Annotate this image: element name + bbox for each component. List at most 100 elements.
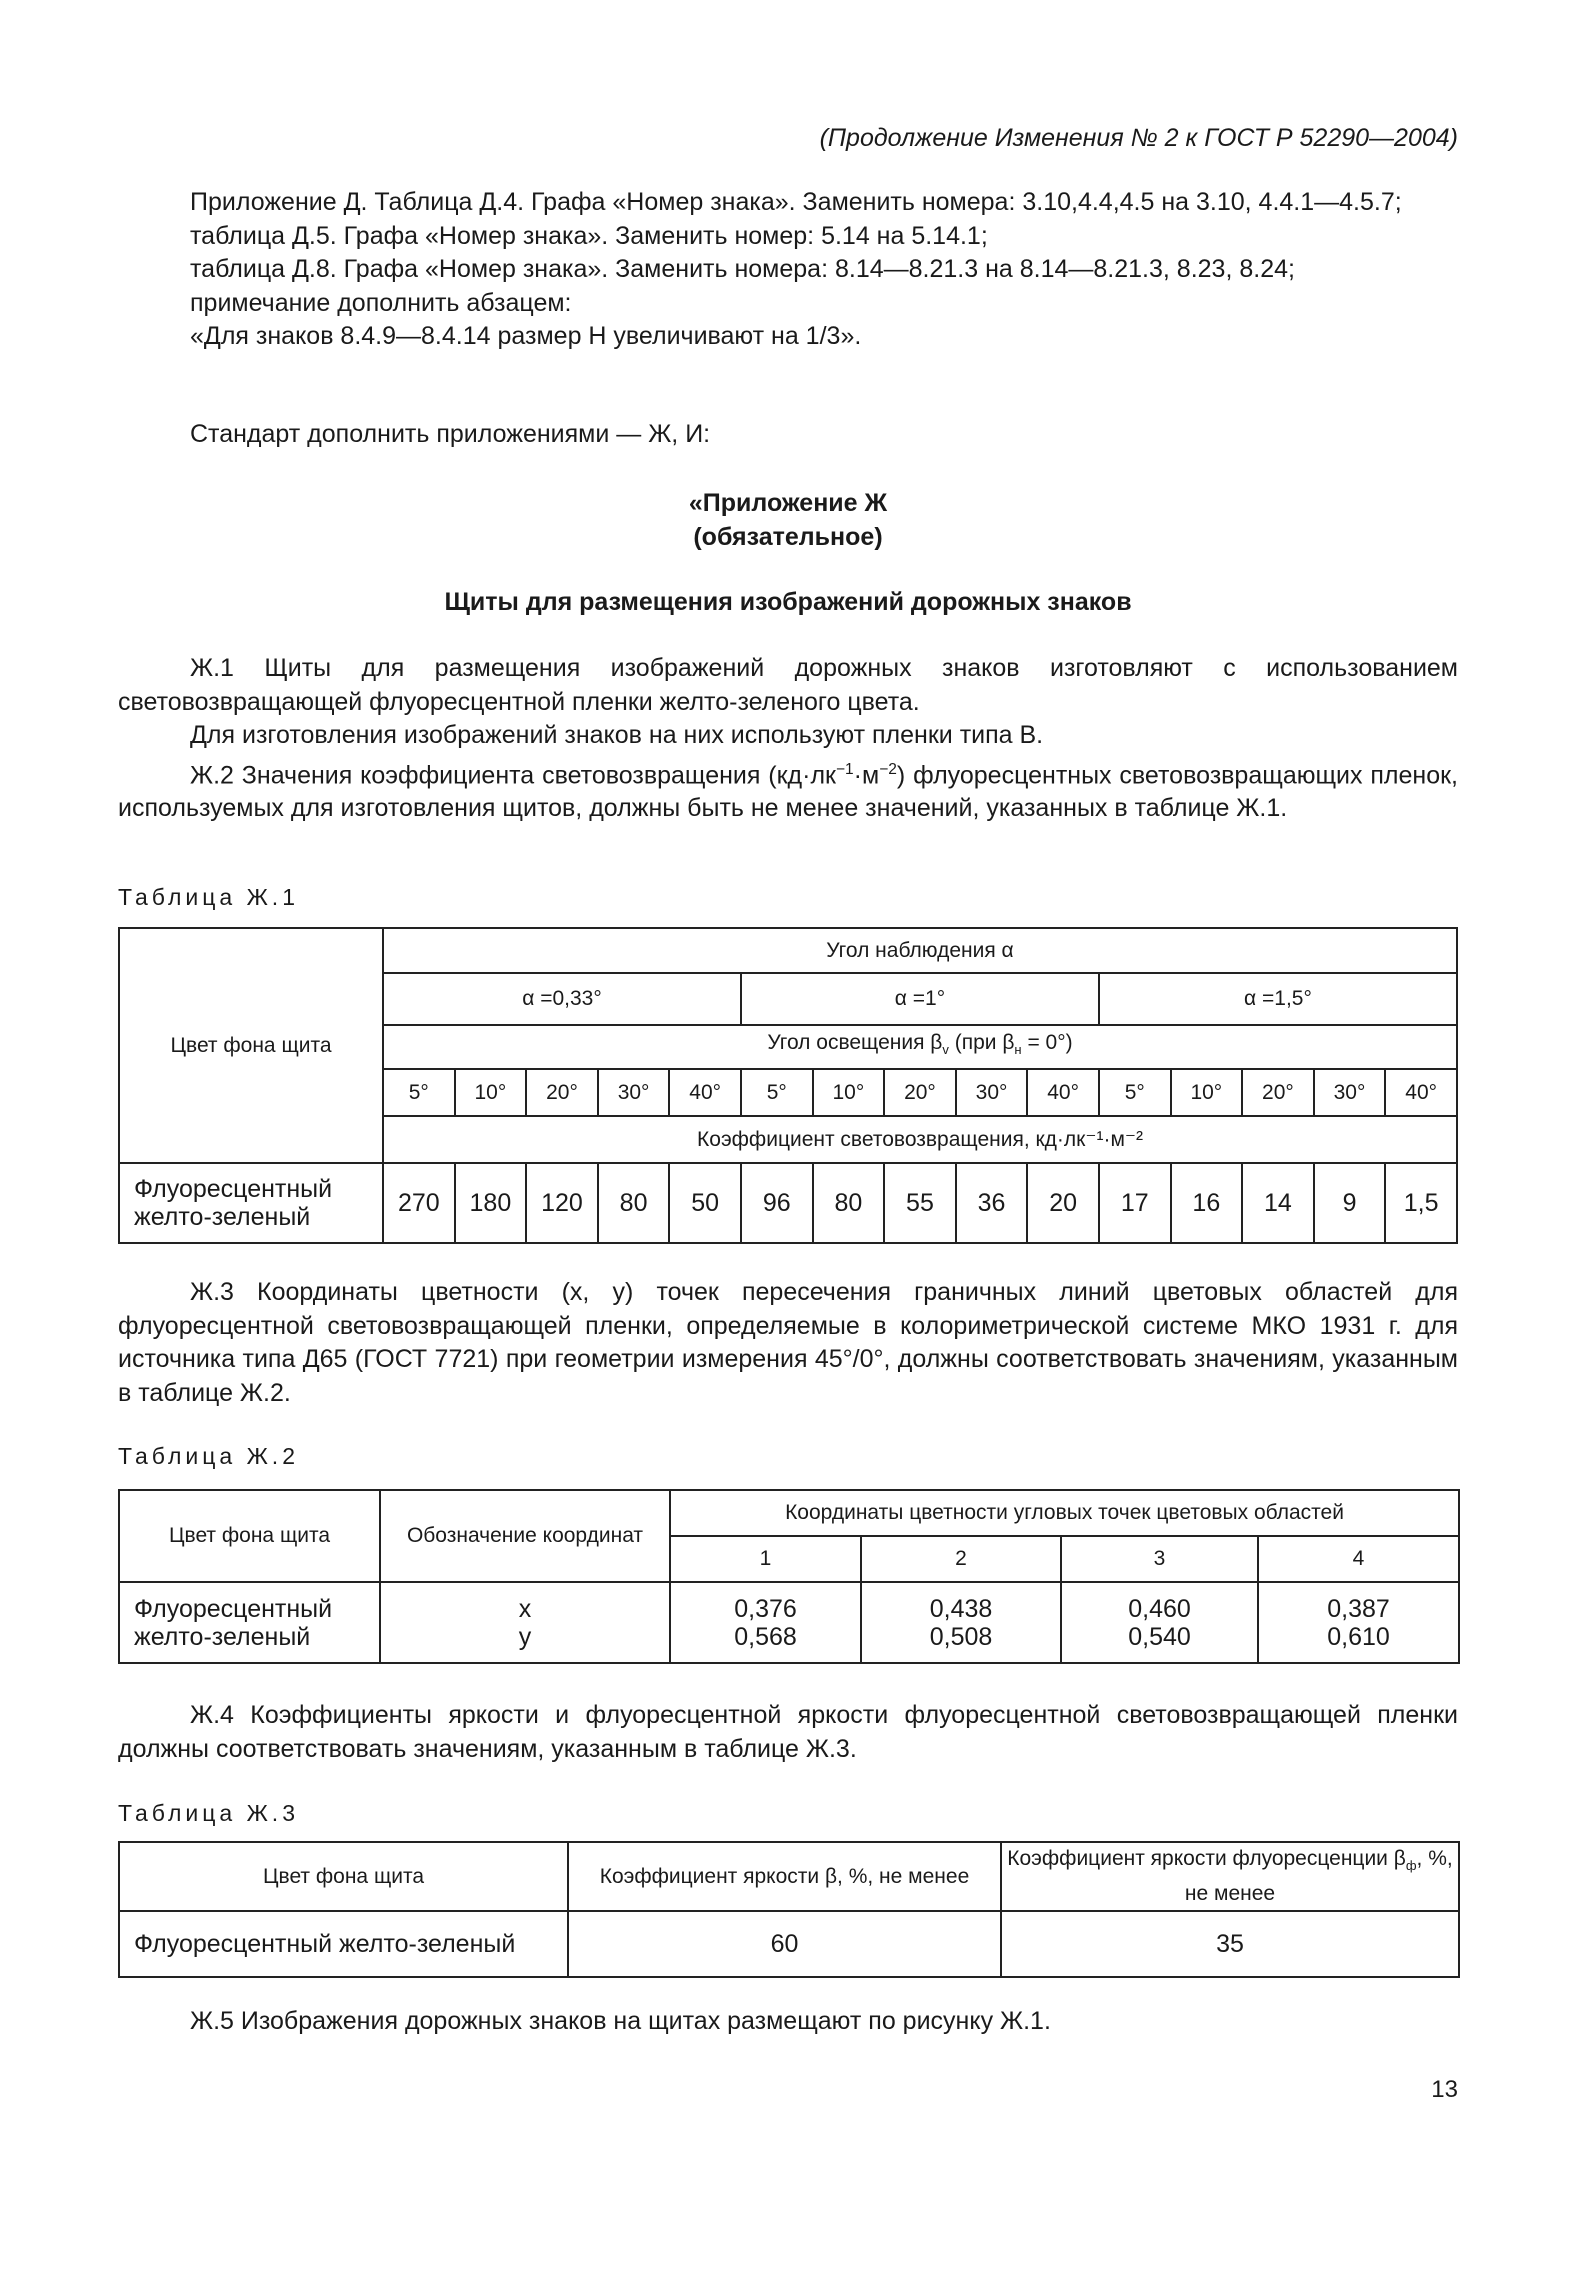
text: (при β: [948, 1031, 1015, 1055]
t3-data-row: Флуоресцентный желто-зеленый 60 35: [118, 1910, 1460, 1978]
t1-value: 20: [1026, 1162, 1100, 1244]
t1-value: 50: [668, 1162, 742, 1244]
t1-value: 14: [1241, 1162, 1315, 1244]
appendix-status: (обязательное): [693, 523, 883, 551]
text: ) флуоресцентных световозвращающих плено…: [118, 760, 1458, 823]
superscript: −2: [879, 760, 897, 778]
t1-angle: 5°: [382, 1068, 456, 1117]
t1-angle: 40°: [668, 1068, 742, 1117]
t1-angle: 30°: [596, 1068, 671, 1117]
t3-col2: Коэффициент яркости β, %, не менее: [567, 1841, 1002, 1912]
t1-row-label: Флуоресцентный желто-зеленый: [118, 1162, 384, 1244]
t3-value: 60: [567, 1910, 1002, 1978]
t1-angles-row: 5° 10° 20° 30° 40° 5° 10° 20° 30° 40° 5°…: [119, 1068, 1458, 1117]
t1-value: 1,5: [1384, 1162, 1458, 1244]
page-number: 13: [1431, 2076, 1458, 2103]
t2-point: 3: [1060, 1535, 1259, 1583]
appendix-title: «Приложение Ж: [688, 489, 888, 517]
text: Угол освещения β: [767, 1031, 943, 1055]
intro-block: Приложение Д. Таблица Д.4. Графа «Номер …: [118, 186, 1458, 354]
text: , %, не менее: [1184, 1846, 1453, 1906]
paragraph-zh3: Ж.3 Координаты цветности (x, y) точек пе…: [118, 1278, 1458, 1407]
paragraph-zh5: Ж.5 Изображения дорожных знаков на щитах…: [190, 2007, 1051, 2035]
t1-angle: 20°: [1241, 1068, 1315, 1117]
intro-line: таблица Д.8. Графа «Номер знака». Замени…: [190, 255, 1295, 283]
text: 0,376: [734, 1594, 797, 1623]
text: желто-зеленый: [134, 1622, 311, 1651]
t1-value: 36: [954, 1162, 1029, 1244]
section-zh1-zh2: Ж.1 Щиты для размещения изображений доро…: [118, 652, 1458, 826]
t2-col3: Координаты цветности угловых точек цвето…: [668, 1489, 1461, 1537]
t1-angle: 40°: [1026, 1068, 1100, 1117]
text: Ж.2 Значения коэффициента световозвращен…: [190, 760, 836, 789]
intro-line: «Для знаков 8.4.9—8.4.14 размер H увелич…: [190, 322, 862, 350]
t1-angle: 5°: [1097, 1068, 1172, 1117]
text: 0,540: [1128, 1622, 1191, 1651]
table1-caption: Таблица Ж.1: [118, 884, 299, 910]
t3-row-label: Флуоресцентный желто-зеленый: [118, 1910, 569, 1978]
t1-angle: 5°: [739, 1068, 814, 1117]
t1-angle: 10°: [811, 1068, 886, 1117]
text: x: [518, 1594, 532, 1623]
t1-angle: 40°: [1384, 1068, 1458, 1117]
t1-alpha: α =1,5°: [1097, 972, 1459, 1026]
t2-point-values: 0,387 0,610: [1256, 1581, 1461, 1664]
text: Коэффициент яркости флуоресценции β: [1007, 1846, 1406, 1870]
t3-value: 35: [1000, 1910, 1460, 1978]
t1-alpha: α =0,33°: [382, 972, 742, 1026]
t1-angle: 10°: [1169, 1068, 1244, 1117]
intro-line: примечание дополнить абзацем:: [190, 288, 572, 317]
t1-value: 96: [739, 1162, 814, 1244]
text: 0,438: [929, 1594, 993, 1623]
t2-col2: Обозначение координат: [379, 1489, 671, 1583]
text: 0,508: [929, 1622, 993, 1651]
text: ·м: [853, 760, 880, 789]
t2-point: 2: [860, 1535, 1062, 1583]
intro-line: Приложение Д. Таблица Д.4. Графа «Номер …: [190, 188, 1402, 216]
text: желто-зеленый: [134, 1203, 311, 1231]
table-zh1: Цвет фона щита Угол наблюдения α α =0,33…: [118, 927, 1459, 1244]
t2-col1: Цвет фона щита: [118, 1489, 381, 1583]
subscript: v: [942, 1042, 949, 1058]
t1-value: 80: [596, 1162, 671, 1244]
paragraph-zh2: Ж.2 Значения коэффициента световозвращен…: [118, 753, 1458, 826]
t3-col1: Цвет фона щита: [118, 1841, 569, 1912]
t1-angle: 30°: [954, 1068, 1029, 1117]
t1-alpha: α =1°: [739, 972, 1100, 1026]
t1-value: 16: [1169, 1162, 1244, 1244]
subscript: ф: [1405, 1858, 1417, 1874]
t1-angle: 20°: [883, 1068, 957, 1117]
t1-value: 80: [811, 1162, 886, 1244]
t2-point-values: 0,376 0,568: [669, 1581, 862, 1664]
paragraph-zh1: Ж.1 Щиты для размещения изображений доро…: [118, 654, 1458, 716]
paragraph-zh1b: Для изготовления изображений знаков на н…: [190, 721, 1044, 749]
t1-value: 9: [1312, 1162, 1387, 1244]
t2-point-values: 0,438 0,508: [860, 1581, 1062, 1664]
t1-angle: 20°: [525, 1068, 599, 1117]
t1-value: 180: [453, 1162, 528, 1244]
t2-row-label: Флуоресцентный желто-зеленый: [118, 1581, 381, 1664]
t1-angle: 30°: [1312, 1068, 1387, 1117]
t1-data-row: Флуоресцентный желто-зеленый 270 180 120 …: [118, 1162, 1458, 1244]
text: Флуоресцентный: [134, 1175, 333, 1203]
t2-point: 1: [669, 1535, 862, 1583]
text: y: [518, 1622, 532, 1651]
supplement-text: Стандарт дополнить приложениями — Ж, И:: [190, 420, 711, 448]
t2-point: 4: [1256, 1535, 1461, 1583]
table3-caption: Таблица Ж.3: [118, 1800, 299, 1826]
table-zh3: Цвет фона щита Коэффициент яркости β, %,…: [118, 1841, 1460, 1978]
t1-value: 120: [525, 1162, 599, 1244]
t1-observation-angle: Угол наблюдения α: [382, 927, 1458, 974]
paragraph-zh4: Ж.4 Коэффициенты яркости и флуоресцентно…: [118, 1701, 1458, 1763]
t1-value: 17: [1097, 1162, 1172, 1244]
t3-col3: Коэффициент яркости флуоресценции βф, %,…: [1000, 1841, 1460, 1912]
text: 0,568: [734, 1622, 797, 1651]
text: Флуоресцентный: [134, 1594, 333, 1623]
text: 0,387: [1327, 1594, 1390, 1623]
table-zh2: Цвет фона щита Обозначение координат Коо…: [118, 1489, 1461, 1664]
t1-value: 270: [382, 1162, 456, 1244]
table2-caption: Таблица Ж.2: [118, 1443, 299, 1469]
text: 0,460: [1128, 1594, 1191, 1623]
